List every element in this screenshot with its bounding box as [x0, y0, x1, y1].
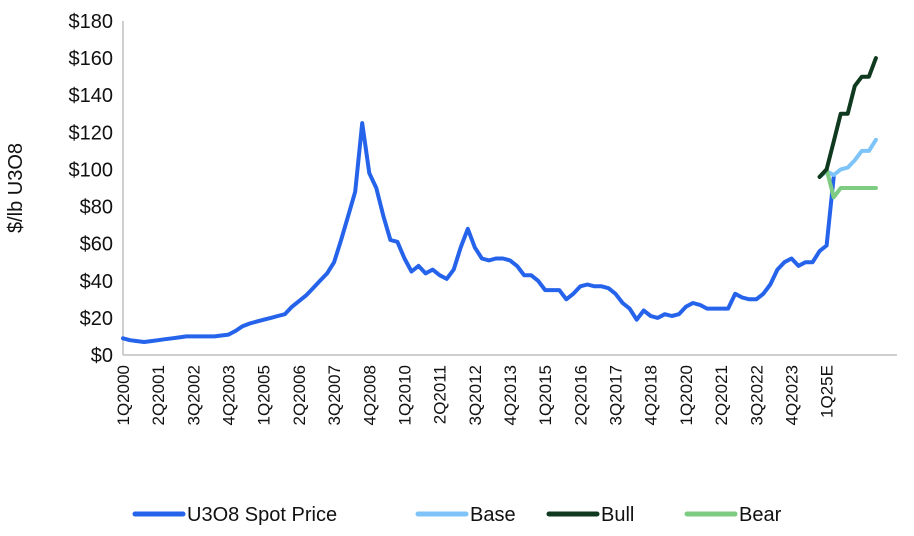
x-tick-label: 2Q2006: [290, 365, 309, 426]
x-tick-label: 2Q2016: [571, 365, 590, 426]
y-tick-label: $140: [69, 85, 114, 107]
x-tick-label: 4Q2008: [360, 365, 379, 426]
x-tick-label: 3Q2007: [325, 365, 344, 426]
y-tick-label: $180: [69, 11, 114, 33]
x-tick-label: 1Q2000: [114, 365, 133, 426]
x-tick-label: 3Q2002: [184, 365, 203, 426]
legend-label-bull: Bull: [601, 504, 634, 526]
x-tick-label: 1Q2005: [255, 365, 274, 426]
y-tick-label: $120: [69, 122, 114, 144]
legend-label-u3o8-spot-price: U3O8 Spot Price: [187, 504, 337, 526]
x-tick-label: 1Q2010: [395, 365, 414, 426]
y-tick-label: $60: [80, 234, 113, 256]
y-tick-label: $160: [69, 48, 114, 70]
series-group: [121, 56, 878, 344]
x-tick-label: 4Q2023: [782, 365, 801, 426]
x-tick-label: 1Q25E: [818, 365, 837, 418]
x-tick-label: 3Q2017: [607, 365, 626, 426]
legend-label-bear: Bear: [739, 504, 782, 526]
y-tick-label: $0: [91, 345, 113, 367]
y-tick-label: $40: [80, 271, 113, 293]
x-tick-label: 4Q2003: [220, 365, 239, 426]
legend: U3O8 Spot Price Base Bull Bear: [132, 504, 782, 526]
series-line-u3o8-spot-price: [121, 121, 836, 344]
series-line-bear: [817, 167, 878, 200]
y-tick-label: $20: [80, 308, 113, 330]
x-tick-label: 1Q2015: [536, 365, 555, 426]
x-tick-label: 3Q2022: [747, 365, 766, 426]
x-tick-label: 4Q2013: [501, 365, 520, 426]
legend-label-base: Base: [470, 504, 516, 526]
series-line-bull: [817, 56, 878, 179]
x-tick-label: 2Q2021: [712, 365, 731, 426]
x-tick-label: 4Q2018: [642, 365, 661, 426]
y-axis-title: $/lb U3O8: [5, 143, 27, 233]
x-tick-label: 2Q2001: [149, 365, 168, 426]
x-tick-label: 3Q2012: [466, 365, 485, 426]
x-tick-label: 1Q2020: [677, 365, 696, 426]
x-tick-label: 2Q2011: [431, 365, 450, 424]
y-tick-label: $100: [69, 159, 114, 181]
y-tick-label: $80: [80, 197, 113, 219]
x-axis-ticks: 1Q2000 2Q2001 3Q2002 4Q2003 1Q2005 2Q2006 3Q20…: [114, 365, 837, 426]
y-axis-ticks: $0 $20 $40 $60 $80 $100 $120 $140 $160 $180: [69, 11, 114, 367]
